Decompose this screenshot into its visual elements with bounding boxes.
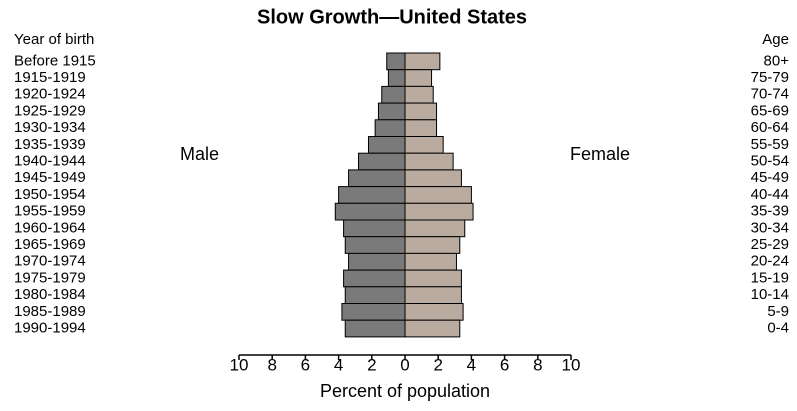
year-label: 1990-1994 (14, 320, 86, 337)
bar (344, 319, 406, 338)
bar (404, 85, 434, 104)
x-axis-label: Percent of population (320, 381, 490, 401)
age-label: 70-74 (751, 86, 789, 103)
bar (358, 152, 406, 171)
age-label: 75-79 (751, 69, 789, 86)
year-label: 1935-1939 (14, 136, 86, 153)
year-label: 1955-1959 (14, 203, 86, 220)
year-label: 1960-1964 (14, 219, 86, 236)
year-label: 1925-1929 (14, 102, 86, 119)
year-label: 1985-1989 (14, 303, 86, 320)
bar (404, 102, 438, 121)
bar (404, 303, 464, 321)
x-tick-label: 2 (433, 355, 442, 374)
age-label: 15-19 (751, 269, 789, 286)
age-label: 5-9 (767, 303, 789, 320)
right-header: Age (762, 31, 789, 48)
bar (348, 252, 406, 271)
age-label: 35-39 (751, 203, 789, 220)
bar (404, 186, 472, 204)
age-label: 25-29 (751, 236, 789, 253)
age-label: 80+ (764, 52, 790, 69)
bar (344, 286, 406, 304)
year-label: Before 1915 (14, 52, 96, 69)
year-label: 1950-1954 (14, 186, 86, 203)
x-tick-label: 10 (562, 355, 581, 374)
year-label: 1980-1984 (14, 286, 86, 303)
series-label: Male (180, 144, 219, 164)
x-tick-label: 4 (467, 355, 476, 374)
year-label: 1915-1919 (14, 69, 86, 86)
bar (348, 169, 406, 188)
bar (377, 102, 406, 121)
series-label: Female (570, 144, 630, 164)
age-label: 60-64 (751, 119, 789, 136)
bar (381, 85, 406, 104)
bar (404, 236, 461, 254)
year-label: 1920-1924 (14, 86, 86, 103)
year-label: 1930-1934 (14, 119, 86, 136)
bar (404, 52, 441, 71)
year-label: 1940-1944 (14, 153, 86, 170)
bar (404, 319, 461, 338)
year-label: 1965-1969 (14, 236, 86, 253)
bar (404, 269, 462, 288)
age-label: 65-69 (751, 102, 789, 119)
bar (334, 202, 406, 221)
bar (386, 52, 406, 71)
age-label: 55-59 (751, 136, 789, 153)
age-label: 50-54 (751, 153, 789, 170)
x-tick-label: 10 (230, 355, 249, 374)
x-tick-label: 0 (400, 355, 409, 374)
age-label: 30-34 (751, 219, 789, 236)
age-label: 20-24 (751, 253, 789, 270)
bar (404, 152, 454, 171)
bar (343, 269, 406, 288)
left-header: Year of birth (14, 31, 94, 48)
bar (404, 219, 466, 238)
bar (367, 136, 406, 154)
bar (338, 186, 406, 204)
bar (344, 236, 406, 254)
bar (404, 119, 438, 138)
bar (343, 219, 406, 238)
x-tick-label: 8 (533, 355, 542, 374)
year-label: 1975-1979 (14, 269, 86, 286)
age-label: 40-44 (751, 186, 789, 203)
x-tick-label: 6 (500, 355, 509, 374)
bar (387, 69, 406, 87)
x-tick-label: 8 (267, 355, 276, 374)
bar (404, 286, 462, 304)
bar (404, 252, 457, 271)
bar (404, 69, 433, 87)
age-label: 0-4 (767, 320, 789, 337)
bar (404, 202, 474, 221)
bar (404, 169, 462, 188)
bar (374, 119, 406, 138)
bar (341, 303, 406, 321)
chart-title: Slow Growth—United States (257, 6, 527, 28)
year-label: 1970-1974 (14, 253, 86, 270)
year-label: 1945-1949 (14, 169, 86, 186)
bar (404, 136, 444, 154)
x-tick-label: 4 (334, 355, 343, 374)
age-label: 10-14 (751, 286, 789, 303)
age-label: 45-49 (751, 169, 789, 186)
x-tick-label: 6 (301, 355, 310, 374)
x-tick-label: 2 (367, 355, 376, 374)
